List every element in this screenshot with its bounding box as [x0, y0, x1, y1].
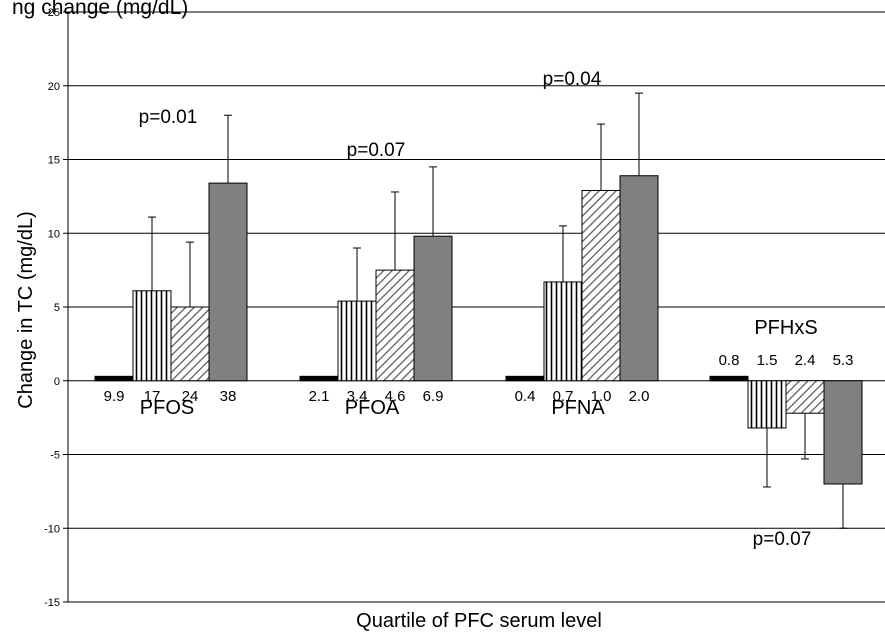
quartile-label: 2.4 — [795, 352, 816, 369]
bar-pfoa-q3 — [375, 269, 415, 382]
error-bars — [148, 92, 847, 529]
bar-pfna-q2 — [543, 281, 583, 382]
quartile-label: 1.0 — [591, 388, 612, 405]
p-values: p=0.01 p=0.07 p=0.04 p=0.07 — [139, 69, 812, 550]
quartile-label: 0.8 — [719, 352, 740, 369]
bar-pfoa-q2 — [337, 300, 377, 382]
y-tick-label: 10 — [48, 228, 60, 240]
bar-pfos-q1 — [94, 375, 134, 382]
group-label-pfos: PFOS — [140, 397, 194, 419]
y-tick-label: -15 — [44, 597, 60, 609]
bar-pfhxs-q3 — [785, 380, 825, 414]
group-label-pfhxs: PFHxS — [754, 317, 817, 339]
p-value-pfos: p=0.01 — [139, 107, 198, 128]
quartile-labels: 9.9 17 24 38 2.1 3.4 4.6 6.9 0.4 0.7 1.0 2.0 0.8 1.5 2… — [104, 352, 854, 405]
quartile-label: 2.0 — [629, 388, 650, 405]
p-value-pfhxs: p=0.07 — [753, 529, 812, 550]
p-value-pfna: p=0.04 — [543, 69, 602, 90]
y-tick-label: -10 — [44, 523, 60, 535]
quartile-label: 1.5 — [757, 352, 778, 369]
y-tick-label: 25 — [48, 7, 60, 19]
quartile-label: 17 — [144, 388, 161, 405]
bar-pfna-q1 — [505, 375, 545, 382]
bar-pfhxs-q2 — [747, 380, 787, 429]
bars — [94, 175, 863, 485]
y-tick-label: 0 — [54, 376, 60, 388]
bar-pfos-q3 — [170, 306, 210, 382]
quartile-label: 38 — [220, 388, 237, 405]
p-value-pfoa: p=0.07 — [347, 140, 406, 161]
quartile-label: 6.9 — [423, 388, 444, 405]
y-axis-ticks: 25 20 15 10 5 0 -5 -10 -15 — [44, 7, 68, 609]
quartile-label: 2.1 — [309, 388, 330, 405]
chart-title: ng change (mg/dL) — [12, 0, 188, 19]
y-tick-label: 20 — [48, 81, 60, 93]
bar-pfos-q4 — [208, 182, 248, 382]
quartile-label: 5.3 — [833, 352, 854, 369]
quartile-label: 9.9 — [104, 388, 125, 405]
bar-pfhxs-q1 — [709, 375, 749, 382]
bar-pfoa-q1 — [299, 375, 339, 382]
bar-pfoa-q4 — [413, 235, 453, 382]
bar-pfna-q3 — [581, 189, 621, 382]
quartile-label: 3.4 — [347, 388, 368, 405]
quartile-label: 4.6 — [385, 388, 406, 405]
bar-pfna-q4 — [619, 175, 659, 382]
y-tick-label: 5 — [54, 302, 60, 314]
x-axis-title: Quartile of PFC serum level — [356, 610, 602, 632]
group-label-pfoa: PFOA — [345, 397, 400, 419]
y-tick-label: -5 — [50, 450, 60, 462]
y-tick-label: 15 — [48, 155, 60, 167]
bar-pfos-q2 — [132, 290, 172, 382]
group-label-pfna: PFNA — [551, 397, 605, 419]
quartile-label: 0.7 — [553, 388, 574, 405]
group-labels: PFOS PFOA PFNA PFHxS — [140, 317, 818, 419]
quartile-label: 24 — [182, 388, 199, 405]
bar-pfhxs-q4 — [823, 380, 863, 485]
quartile-label: 0.4 — [515, 388, 536, 405]
y-axis-title: Change in TC (mg/dL) — [15, 211, 37, 409]
